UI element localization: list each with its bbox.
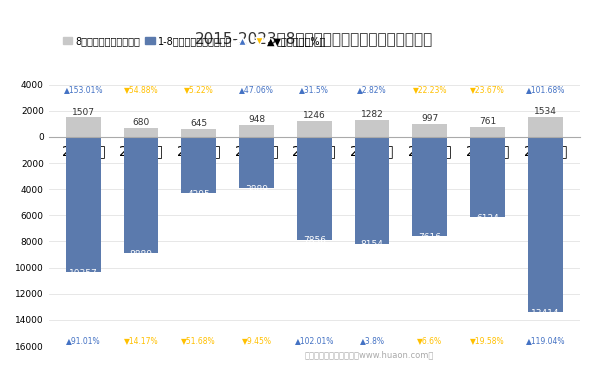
Bar	[470, 137, 505, 217]
Bar	[181, 129, 216, 137]
Text: ▼14.17%: ▼14.17%	[124, 336, 158, 345]
Text: 1246: 1246	[303, 111, 325, 120]
Text: 948: 948	[248, 115, 265, 124]
Bar	[297, 137, 331, 240]
Bar	[66, 137, 101, 272]
Text: 7616: 7616	[418, 233, 441, 242]
Text: ▲119.04%: ▲119.04%	[525, 336, 565, 345]
Bar	[124, 137, 158, 253]
Bar	[181, 137, 216, 193]
Text: 8154: 8154	[361, 240, 384, 249]
Text: 7856: 7856	[303, 236, 326, 245]
Text: 4295: 4295	[187, 190, 210, 199]
Bar	[239, 125, 274, 137]
Text: ▼22.23%: ▼22.23%	[412, 85, 447, 95]
Text: ▼23.67%: ▼23.67%	[470, 85, 505, 95]
Legend: 8月期货成交量（万手）, 1-8月期货成交量（万手）, , ▲▼同比增长（%）: 8月期货成交量（万手）, 1-8月期货成交量（万手）, , ▲▼同比增长（%）	[59, 32, 330, 50]
Text: ▲101.68%: ▲101.68%	[525, 85, 565, 95]
Text: 10357: 10357	[69, 269, 98, 278]
Text: ▲31.5%: ▲31.5%	[299, 85, 329, 95]
Text: ▼5.22%: ▼5.22%	[184, 85, 214, 95]
Text: ▼54.88%: ▼54.88%	[124, 85, 158, 95]
Text: ▼19.58%: ▼19.58%	[470, 336, 505, 345]
Text: 6124: 6124	[476, 214, 499, 223]
Text: 13414: 13414	[531, 309, 559, 318]
Text: ▲47.06%: ▲47.06%	[239, 85, 274, 95]
Bar	[66, 117, 101, 137]
Text: 645: 645	[190, 119, 207, 128]
Text: ▲91.01%: ▲91.01%	[66, 336, 101, 345]
Bar	[528, 117, 563, 137]
Title: 2015-2023年8月郑州商品交易所白糖期货成交量: 2015-2023年8月郑州商品交易所白糖期货成交量	[195, 31, 433, 46]
Text: ▲102.01%: ▲102.01%	[295, 336, 334, 345]
Bar	[528, 137, 563, 312]
Text: ▲2.82%: ▲2.82%	[357, 85, 387, 95]
Bar	[239, 137, 274, 188]
Text: 680: 680	[133, 118, 150, 127]
Text: ▼6.6%: ▼6.6%	[417, 336, 443, 345]
Bar	[297, 121, 331, 137]
Bar	[412, 124, 447, 137]
Bar	[470, 127, 505, 137]
Bar	[124, 128, 158, 137]
Bar	[412, 137, 447, 236]
Text: 1282: 1282	[361, 110, 383, 119]
Text: ▲3.8%: ▲3.8%	[359, 336, 384, 345]
Text: ▲153.01%: ▲153.01%	[64, 85, 103, 95]
Text: 8889: 8889	[130, 250, 152, 259]
Text: 制图：华经产业研究院（www.huaon.com）: 制图：华经产业研究院（www.huaon.com）	[304, 350, 434, 359]
Bar	[355, 137, 389, 243]
Text: 3889: 3889	[245, 184, 268, 193]
Text: ▼51.68%: ▼51.68%	[181, 336, 216, 345]
Text: 997: 997	[421, 114, 439, 123]
Text: ▼9.45%: ▼9.45%	[242, 336, 271, 345]
Text: 761: 761	[479, 117, 496, 126]
Bar	[355, 120, 389, 137]
Text: 1534: 1534	[534, 107, 557, 116]
Text: 1507: 1507	[72, 107, 95, 117]
